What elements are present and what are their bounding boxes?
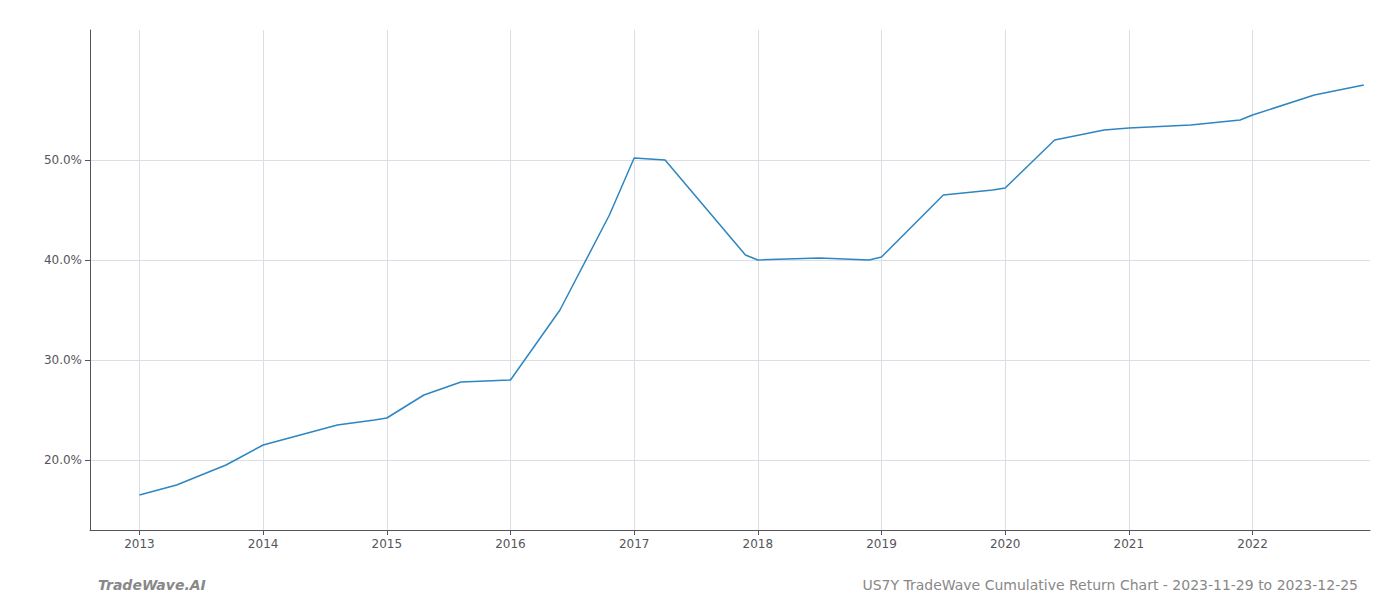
svg-text:50.0%: 50.0% bbox=[44, 153, 82, 167]
svg-text:2022: 2022 bbox=[1237, 537, 1268, 551]
svg-text:2019: 2019 bbox=[866, 537, 897, 551]
svg-text:2018: 2018 bbox=[743, 537, 774, 551]
svg-text:2021: 2021 bbox=[1114, 537, 1145, 551]
svg-text:TradeWave.AI: TradeWave.AI bbox=[98, 577, 206, 593]
svg-text:2015: 2015 bbox=[372, 537, 403, 551]
svg-text:40.0%: 40.0% bbox=[44, 253, 82, 267]
svg-text:US7Y TradeWave Cumulative Retu: US7Y TradeWave Cumulative Return Chart -… bbox=[862, 577, 1358, 593]
svg-text:2014: 2014 bbox=[248, 537, 279, 551]
svg-text:2016: 2016 bbox=[495, 537, 526, 551]
svg-text:20.0%: 20.0% bbox=[44, 453, 82, 467]
svg-text:2017: 2017 bbox=[619, 537, 650, 551]
svg-text:2020: 2020 bbox=[990, 537, 1021, 551]
svg-text:2013: 2013 bbox=[124, 537, 155, 551]
svg-text:30.0%: 30.0% bbox=[44, 353, 82, 367]
